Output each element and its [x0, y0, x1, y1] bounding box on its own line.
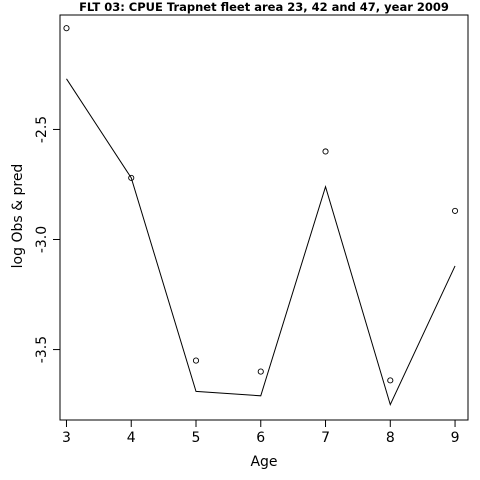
x-tick-label: 6 [256, 430, 265, 446]
observed-point [322, 148, 329, 155]
chart-title: FLT 03: CPUE Trapnet fleet area 23, 42 a… [79, 0, 449, 14]
predicted-line [66, 78, 456, 406]
x-tick-label: 7 [321, 430, 330, 446]
x-axis: 3 4 5 6 7 8 9 [62, 420, 460, 446]
x-tick-label: 5 [192, 430, 201, 446]
observed-point [128, 174, 135, 181]
y-axis-label: log Obs & pred [10, 164, 26, 269]
x-tick-label: 8 [386, 430, 395, 446]
observed-point [451, 207, 459, 214]
plot-frame [59, 14, 469, 421]
x-tick-label: 3 [62, 430, 71, 446]
y-tick-label: -2.5 [34, 116, 50, 143]
y-tick-label: -3.0 [34, 226, 50, 253]
y-axis: -2.5 -3.0 -3.5 [34, 116, 60, 363]
observed-point [192, 357, 200, 364]
observed-point [63, 25, 70, 32]
x-tick-label: 4 [127, 430, 136, 446]
y-tick-label: -3.5 [34, 336, 50, 363]
observed-point [257, 368, 264, 375]
series-layer [63, 25, 459, 406]
x-tick-label: 9 [451, 430, 460, 446]
observed-point [387, 377, 394, 384]
x-axis-label: Age [250, 454, 277, 470]
